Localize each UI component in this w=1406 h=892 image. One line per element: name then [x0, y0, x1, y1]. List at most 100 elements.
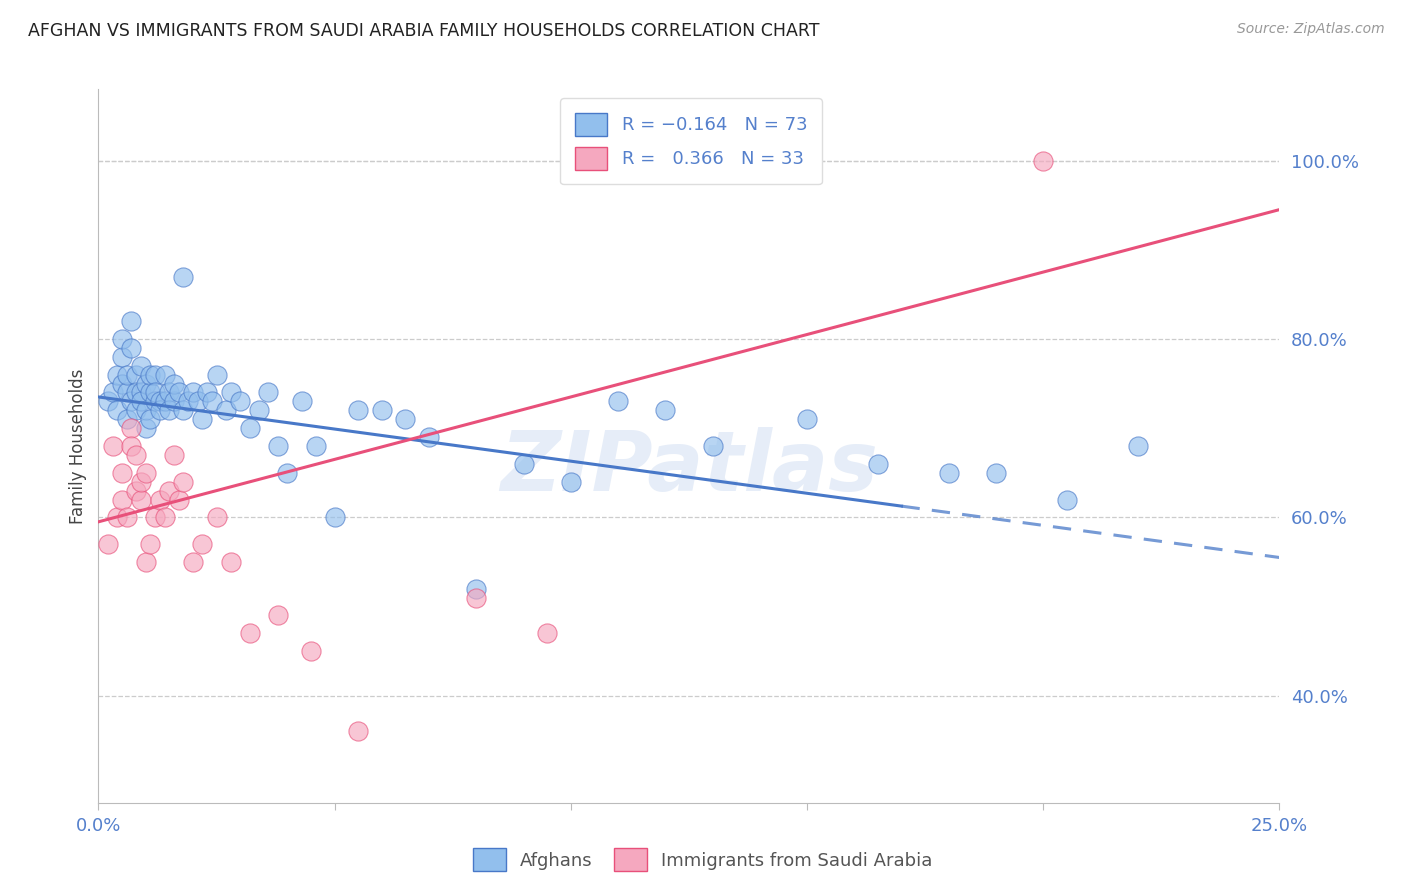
Point — [121, 314, 143, 328]
Point — [125, 385, 148, 400]
Point — [129, 492, 152, 507]
Point — [105, 368, 128, 382]
Point — [139, 385, 162, 400]
Point — [163, 448, 186, 462]
Point — [219, 385, 242, 400]
Point — [267, 608, 290, 623]
Point — [121, 341, 143, 355]
Point — [172, 475, 194, 489]
Point — [201, 394, 224, 409]
Point — [167, 492, 190, 507]
Point — [101, 385, 124, 400]
Point — [205, 368, 228, 382]
Point — [465, 582, 488, 596]
Point — [139, 537, 162, 551]
Point — [239, 421, 262, 435]
Point — [394, 412, 416, 426]
Point — [187, 394, 209, 409]
Legend: R = −0.164   N = 73, R =   0.366   N = 33: R = −0.164 N = 73, R = 0.366 N = 33 — [560, 98, 821, 185]
Point — [465, 591, 488, 605]
Point — [105, 403, 128, 417]
Point — [101, 439, 124, 453]
Point — [97, 394, 120, 409]
Point — [219, 555, 242, 569]
Point — [157, 403, 180, 417]
Point — [418, 430, 440, 444]
Point — [105, 510, 128, 524]
Point — [181, 555, 204, 569]
Point — [157, 483, 180, 498]
Point — [866, 457, 889, 471]
Point — [177, 394, 200, 409]
Point — [135, 376, 157, 391]
Point — [115, 385, 138, 400]
Point — [125, 483, 148, 498]
Point — [290, 394, 312, 409]
Point — [215, 403, 238, 417]
Point — [512, 457, 534, 471]
Point — [247, 403, 270, 417]
Point — [149, 492, 172, 507]
Point — [347, 724, 370, 739]
Point — [371, 403, 394, 417]
Point — [153, 394, 176, 409]
Point — [191, 537, 214, 551]
Point — [560, 475, 582, 489]
Point — [129, 385, 152, 400]
Point — [115, 368, 138, 382]
Point — [1126, 439, 1149, 453]
Point — [172, 403, 194, 417]
Point — [111, 492, 134, 507]
Point — [153, 510, 176, 524]
Point — [299, 644, 322, 658]
Point — [205, 510, 228, 524]
Point — [129, 394, 152, 409]
Point — [172, 269, 194, 284]
Point — [163, 376, 186, 391]
Point — [195, 385, 218, 400]
Point — [654, 403, 676, 417]
Point — [121, 439, 143, 453]
Legend: Afghans, Immigrants from Saudi Arabia: Afghans, Immigrants from Saudi Arabia — [465, 841, 941, 879]
Point — [938, 466, 960, 480]
Point — [984, 466, 1007, 480]
Point — [191, 412, 214, 426]
Point — [167, 385, 190, 400]
Text: AFGHAN VS IMMIGRANTS FROM SAUDI ARABIA FAMILY HOUSEHOLDS CORRELATION CHART: AFGHAN VS IMMIGRANTS FROM SAUDI ARABIA F… — [28, 22, 820, 40]
Point — [1056, 492, 1078, 507]
Point — [347, 403, 370, 417]
Point — [135, 421, 157, 435]
Point — [276, 466, 298, 480]
Point — [153, 368, 176, 382]
Point — [111, 332, 134, 346]
Point — [323, 510, 346, 524]
Point — [229, 394, 252, 409]
Point — [135, 466, 157, 480]
Point — [607, 394, 630, 409]
Point — [129, 359, 152, 373]
Point — [143, 510, 166, 524]
Point — [115, 412, 138, 426]
Point — [536, 626, 558, 640]
Point — [702, 439, 724, 453]
Point — [121, 394, 143, 409]
Point — [796, 412, 818, 426]
Point — [143, 385, 166, 400]
Point — [129, 475, 152, 489]
Point — [149, 394, 172, 409]
Point — [139, 368, 162, 382]
Point — [139, 412, 162, 426]
Y-axis label: Family Households: Family Households — [69, 368, 87, 524]
Point — [125, 448, 148, 462]
Point — [111, 376, 134, 391]
Point — [157, 385, 180, 400]
Point — [97, 537, 120, 551]
Text: ZIPatlas: ZIPatlas — [501, 427, 877, 508]
Point — [121, 421, 143, 435]
Point — [135, 555, 157, 569]
Point — [181, 385, 204, 400]
Point — [267, 439, 290, 453]
Point — [111, 350, 134, 364]
Point — [305, 439, 328, 453]
Point — [135, 403, 157, 417]
